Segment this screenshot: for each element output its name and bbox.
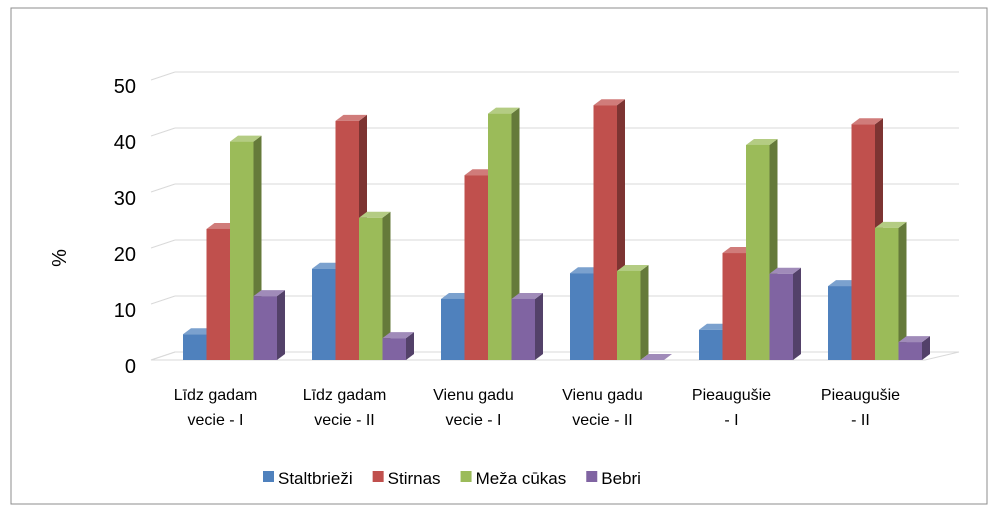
bar-front	[230, 141, 254, 360]
bar-front	[851, 124, 875, 361]
bar	[488, 107, 520, 360]
bar-side	[898, 221, 907, 360]
bar	[769, 267, 801, 360]
bar-top	[769, 267, 801, 274]
bar-front	[312, 268, 336, 360]
x-tick-label: Pieaugušie - I	[692, 387, 771, 429]
x-tick-label: Vienu gadu vecie - I	[433, 387, 514, 429]
bar-front	[464, 175, 488, 360]
bar-top	[230, 135, 262, 142]
bar-top	[617, 264, 649, 271]
bar	[875, 221, 907, 360]
bar-front	[699, 329, 723, 360]
x-tick-line: vecie - I	[445, 412, 501, 429]
bar-side	[793, 267, 801, 360]
bar-front	[488, 113, 512, 360]
x-tick-line: Līdz gadam	[303, 387, 387, 404]
x-tick-line: - II	[851, 412, 870, 429]
legend-swatch	[460, 471, 472, 482]
x-tick-label: Līdz gadam vecie - II	[303, 387, 387, 429]
y-tick-label: 0	[125, 356, 136, 378]
legend-label: Stirnas	[388, 469, 441, 488]
bar-side	[277, 290, 285, 360]
bar	[253, 290, 285, 360]
bar-front	[335, 120, 359, 360]
x-tick-line: Vienu gadu	[562, 387, 643, 404]
y-tick-label: 10	[114, 300, 136, 322]
bar-side	[922, 336, 930, 360]
bar	[640, 354, 672, 360]
bar-front	[511, 298, 535, 360]
bar-side	[640, 264, 649, 360]
grid-line-side	[150, 295, 176, 305]
bar-top	[898, 336, 930, 343]
legend-label: Meža cūkas	[476, 469, 567, 488]
x-tick-line: Pieaugušie	[692, 387, 771, 404]
y-tick-label: 40	[114, 132, 136, 154]
legend-swatch	[372, 471, 384, 482]
bar-front	[593, 105, 617, 360]
bar-top	[335, 114, 367, 121]
bar-top	[253, 290, 285, 297]
bar-side	[382, 211, 391, 360]
bar-front	[570, 273, 594, 360]
x-tick-line: vecie - II	[314, 412, 374, 429]
y-axis-label: %	[49, 249, 71, 267]
x-tick-line: vecie - I	[187, 412, 243, 429]
y-tick-label: 50	[114, 76, 136, 98]
x-tick-label: Vienu gadu vecie - II	[562, 387, 643, 429]
bar-front	[617, 270, 641, 360]
bar-front	[206, 228, 230, 360]
x-tick-label: Pieaugušie - II	[821, 387, 900, 429]
y-tick-label: 30	[114, 188, 136, 210]
bar-top	[359, 211, 391, 218]
bar-front	[722, 253, 746, 360]
bar-front	[898, 342, 922, 360]
x-tick-line: Vienu gadu	[433, 387, 514, 404]
bar	[617, 264, 649, 360]
bar-front	[828, 286, 852, 360]
bar-side	[535, 292, 543, 360]
bar-front	[382, 338, 406, 360]
bar-front	[875, 227, 899, 360]
grid-line-side	[150, 351, 176, 361]
legend-swatch	[586, 471, 598, 482]
bar-front	[746, 144, 770, 360]
legend-label: Bebri	[601, 469, 641, 488]
bar	[511, 292, 543, 360]
bar-side	[406, 332, 414, 360]
legend-label: Staltbrieži	[278, 469, 353, 488]
grid-line-side	[150, 183, 176, 193]
x-tick-line: - I	[724, 412, 738, 429]
x-tick-line: vecie - II	[572, 412, 632, 429]
bar-top	[875, 221, 907, 228]
y-tick-label: 20	[114, 244, 136, 266]
bar-front	[253, 296, 277, 360]
bar-top	[851, 118, 883, 125]
x-tick-label: Līdz gadam vecie - I	[174, 387, 258, 429]
x-tick-line: Līdz gadam	[174, 387, 258, 404]
x-tick-line: Pieaugušie	[821, 387, 900, 404]
bar-front	[769, 273, 793, 360]
bar-top	[382, 332, 414, 339]
bar	[359, 211, 391, 360]
bar-top	[593, 99, 625, 106]
grid-line-side	[150, 127, 176, 137]
grid-line-side	[150, 239, 176, 249]
legend-swatch	[263, 471, 274, 482]
bar-front	[441, 298, 465, 360]
bar-top	[640, 354, 672, 360]
bar-front	[359, 217, 383, 360]
bar-top	[488, 107, 520, 114]
bar-top	[511, 292, 543, 299]
bar-top	[746, 138, 778, 145]
bar-front	[183, 334, 207, 360]
bar	[382, 332, 414, 360]
bar	[898, 336, 930, 360]
grid-line-side	[150, 71, 176, 81]
